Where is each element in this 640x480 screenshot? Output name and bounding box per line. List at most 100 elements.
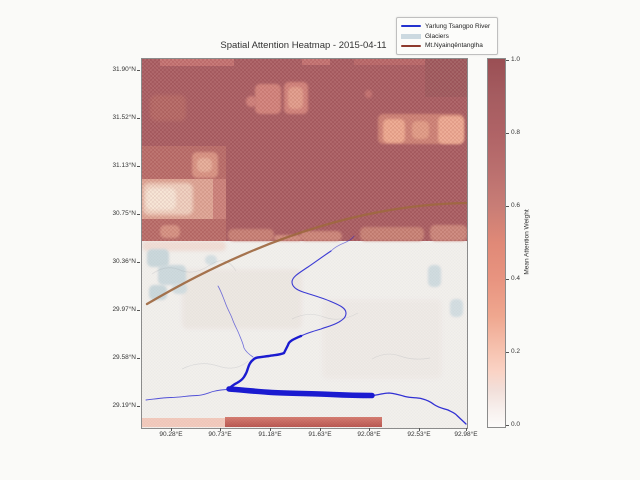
heat-patch (354, 59, 426, 65)
x-tick-label: 91.63°E (308, 431, 332, 438)
y-tick-label: 31.52°N (112, 114, 136, 121)
river-paths (145, 235, 467, 425)
heat-patch (213, 179, 226, 219)
heat-patch (365, 90, 372, 98)
heat-patch (150, 95, 186, 121)
chart-title: Spatial Attention Heatmap - 2015-04-11 (220, 40, 387, 51)
colorbar-tick (506, 279, 509, 280)
ridge-texture-lines (151, 260, 431, 370)
heat-patch (197, 158, 212, 172)
x-tick-label: 92.08°E (357, 431, 381, 438)
colorbar-tick (506, 206, 509, 207)
legend-label-river: Yarlung Tsangpo River (425, 22, 491, 30)
legend-label-mountain: Mt.Nyainqêntanglha (425, 42, 483, 50)
heat-patch (430, 225, 467, 241)
heat-patch (246, 96, 257, 107)
heat-patch (228, 229, 274, 241)
heat-patch (160, 225, 180, 238)
heat-patch (255, 84, 281, 114)
river-thick-main (226, 386, 375, 399)
river-middle (227, 334, 303, 391)
x-tick (270, 428, 271, 431)
heat-patch (412, 121, 429, 139)
y-tick-label: 29.58°N (112, 354, 136, 361)
heat-patch (425, 59, 467, 97)
y-tick-label: 31.13°N (112, 162, 136, 169)
x-tick-label: 90.73°E (208, 431, 232, 438)
y-tick (137, 166, 140, 167)
terrain-shading (322, 299, 442, 379)
river-thin-lower (371, 392, 467, 425)
mountain-line-icon (401, 44, 421, 47)
heat-patch (160, 59, 234, 66)
legend: Yarlung Tsangpo River Glaciers Mt.Nyainq… (396, 17, 498, 55)
attention-strip-high (225, 417, 382, 427)
river-thin-upper (291, 250, 347, 337)
terrain-shading (182, 269, 302, 329)
colorbar-tick-label: 0.8 (511, 129, 521, 136)
y-tick (137, 358, 140, 359)
colorbar-tick-label: 0.0 (511, 421, 521, 428)
glacier-patch (428, 265, 441, 287)
x-tick (369, 428, 370, 431)
colorbar (487, 58, 506, 428)
y-tick (137, 406, 140, 407)
river-tributary-west (145, 389, 230, 401)
y-tick (137, 70, 140, 71)
x-tick (171, 428, 172, 431)
river-line-icon (401, 25, 421, 28)
glacier-patch (158, 265, 186, 285)
mountain-ridge-arc (145, 201, 467, 306)
heat-patch (302, 59, 330, 65)
attention-strip-low (142, 418, 225, 427)
colorbar-tick (506, 425, 509, 426)
glacier-patch (205, 255, 217, 265)
glacier-patch (147, 249, 169, 267)
attention-heatmap-high-region (142, 59, 467, 241)
x-tick-label: 92.53°E (407, 431, 431, 438)
map-vector-overlay (145, 201, 467, 425)
x-tick (419, 428, 420, 431)
y-tick (137, 118, 140, 119)
legend-item-river: Yarlung Tsangpo River (401, 23, 493, 30)
y-tick-label: 30.75°N (112, 210, 136, 217)
colorbar-tick (506, 352, 509, 353)
x-tick (466, 428, 467, 431)
x-tick (320, 428, 321, 431)
x-tick-label: 90.28°E (159, 431, 183, 438)
colorbar-tick-label: 1.0 (511, 56, 521, 63)
x-tick-label: 92.98°E (454, 431, 478, 438)
heat-patch (300, 231, 342, 241)
x-tick-label: 91.18°E (258, 431, 282, 438)
y-tick (137, 214, 140, 215)
legend-item-mountain: Mt.Nyainqêntanglha (401, 42, 493, 49)
y-tick (137, 310, 140, 311)
heat-patch (383, 119, 405, 143)
colorbar-tick (506, 133, 509, 134)
glacier-patch (450, 299, 463, 317)
heat-patch (146, 188, 176, 210)
river-tributary-north (217, 285, 254, 358)
y-tick (137, 262, 140, 263)
heat-patch (438, 116, 464, 144)
glacier-patch-icon (401, 33, 421, 39)
heat-patch (360, 227, 424, 241)
colorbar-tick (506, 60, 509, 61)
legend-item-glaciers: Glaciers (401, 33, 493, 40)
y-tick-label: 29.19°N (112, 402, 136, 409)
heat-patch (288, 87, 303, 109)
y-tick-label: 31.90°N (112, 66, 136, 73)
colorbar-tick-label: 0.2 (511, 348, 521, 355)
colorbar-tick-label: 0.6 (511, 202, 521, 209)
river-upstream (330, 235, 355, 252)
y-tick-label: 30.36°N (112, 258, 136, 265)
colorbar-axis-label: Mean Attention Weight (523, 209, 531, 275)
map-plot-area (141, 58, 468, 429)
y-tick-label: 29.97°N (112, 306, 136, 313)
colorbar-tick-label: 0.4 (511, 275, 521, 282)
x-tick (220, 428, 221, 431)
legend-label-glaciers: Glaciers (425, 32, 449, 40)
glacier-patch (172, 283, 187, 294)
terrain-shading (142, 241, 226, 251)
